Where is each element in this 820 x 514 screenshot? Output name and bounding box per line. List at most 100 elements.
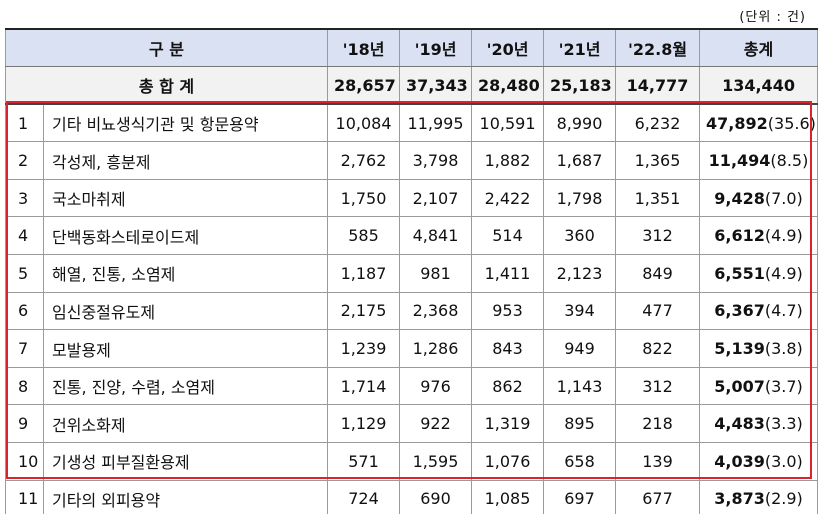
total-value-2019: 37,343 (399, 66, 473, 106)
row-value: 2,368 (399, 291, 473, 331)
row-value: 862 (471, 366, 545, 406)
row-total-cell: 5,139(3.8) (699, 329, 819, 368)
row-value: 1,798 (543, 178, 617, 218)
row-total-sum: 5,007 (714, 376, 765, 396)
header-category: 구 분 (4, 28, 329, 68)
row-value: 949 (543, 329, 617, 368)
row-total-share: (3.0) (764, 451, 803, 471)
row-value: 4,841 (399, 216, 473, 256)
row-total-sum: 9,428 (714, 188, 765, 208)
row-category-name: 모발용제 (42, 329, 329, 368)
row-total-sum: 6,367 (714, 301, 765, 321)
row-value: 849 (615, 254, 701, 293)
row-value: 1,365 (615, 141, 701, 180)
row-value: 1,239 (327, 329, 401, 368)
row-value: 1,411 (471, 254, 545, 293)
row-total-sum: 4,039 (714, 451, 765, 471)
row-value: 2,762 (327, 141, 401, 180)
row-value: 724 (327, 479, 401, 514)
table-row: 3 국소마취제 1,750 2,107 2,422 1,798 1,351 9,428(7.0… (5, 178, 819, 218)
row-value: 312 (615, 216, 701, 256)
row-total-share: (8.5) (770, 151, 809, 171)
total-label: 총 합 계 (4, 66, 329, 106)
row-value: 1,319 (471, 404, 545, 444)
table-row: 9 건위소화제 1,129 922 1,319 895 218 4,483(3.3) (5, 404, 819, 444)
row-value: 3,798 (399, 141, 473, 180)
row-total-cell: 3,873(2.9) (699, 479, 819, 514)
row-value: 2,175 (327, 291, 401, 331)
row-value: 953 (471, 291, 545, 331)
row-total-share: (3.7) (764, 376, 803, 396)
table-row: 2 각성제, 흥분제 2,762 3,798 1,882 1,687 1,365 11,494… (5, 141, 819, 180)
table-row: 1 기타 비뇨생식기관 및 항문용약 10,084 11,995 10,591 8,990… (5, 103, 819, 143)
row-value: 585 (327, 216, 401, 256)
table-row: 5 해열, 진통, 소염제 1,187 981 1,411 2,123 849 6,551(4… (5, 254, 819, 293)
row-value: 394 (543, 291, 617, 331)
header-year-2021: '21년 (543, 28, 617, 68)
row-value: 11,995 (399, 103, 473, 143)
row-value: 6,232 (615, 103, 701, 143)
row-total-cell: 9,428(7.0) (699, 178, 819, 218)
row-value: 1,687 (543, 141, 617, 180)
row-value: 1,882 (471, 141, 545, 180)
row-value: 1,351 (615, 178, 701, 218)
row-rank: 6 (5, 291, 44, 331)
row-total-cell: 47,892(35.6) (699, 103, 819, 143)
row-total-sum: 3,873 (714, 489, 765, 509)
row-category-name: 기타 비뇨생식기관 및 항문용약 (42, 103, 329, 143)
row-category-name: 국소마취제 (42, 178, 329, 218)
total-sum: 134,440 (699, 66, 819, 106)
row-total-share: (3.8) (764, 339, 803, 359)
row-value: 2,123 (543, 254, 617, 293)
row-total-sum: 6,612 (714, 226, 765, 246)
row-total-share: (3.3) (764, 414, 803, 434)
row-value: 976 (399, 366, 473, 406)
row-value: 1,076 (471, 442, 545, 481)
total-row: 총 합 계 28,657 37,343 28,480 25,183 14,777… (4, 66, 819, 106)
row-value: 1,143 (543, 366, 617, 406)
header-year-2019: '19년 (399, 28, 473, 68)
header-year-2018: '18년 (327, 28, 401, 68)
row-total-cell: 6,367(4.7) (699, 291, 819, 331)
row-total-sum: 11,494 (708, 151, 771, 171)
row-value: 677 (615, 479, 701, 514)
row-value: 8,990 (543, 103, 617, 143)
row-total-share: (2.9) (764, 489, 803, 509)
total-value-2021: 25,183 (543, 66, 617, 106)
table-row: 8 진통, 진양, 수렴, 소염제 1,714 976 862 1,143 312 5,007… (5, 366, 819, 406)
row-rank: 9 (5, 404, 44, 444)
row-total-cell: 11,494(8.5) (699, 141, 819, 180)
row-value: 1,595 (399, 442, 473, 481)
row-value: 690 (399, 479, 473, 514)
row-category-name: 기타의 외피용약 (42, 479, 329, 514)
row-rank: 11 (5, 479, 44, 514)
row-value: 2,422 (471, 178, 545, 218)
row-category-name: 건위소화제 (42, 404, 329, 444)
row-value: 514 (471, 216, 545, 256)
row-value: 139 (615, 442, 701, 481)
row-value: 1,187 (327, 254, 401, 293)
row-rank: 8 (5, 366, 44, 406)
row-rank: 7 (5, 329, 44, 368)
row-value: 1,286 (399, 329, 473, 368)
row-value: 697 (543, 479, 617, 514)
row-value: 822 (615, 329, 701, 368)
row-category-name: 단백동화스테로이드제 (42, 216, 329, 256)
row-value: 10,084 (327, 103, 401, 143)
row-value: 843 (471, 329, 545, 368)
row-total-share: (4.9) (764, 263, 803, 283)
row-total-cell: 6,551(4.9) (699, 254, 819, 293)
row-category-name: 기생성 피부질환용제 (42, 442, 329, 481)
row-value: 895 (543, 404, 617, 444)
row-total-cell: 4,039(3.0) (699, 442, 819, 481)
header-year-2022-aug: '22.8월 (615, 28, 701, 68)
drug-category-table: 구 분 '18년 '19년 '20년 '21년 '22.8월 총계 총 합 계 … (4, 28, 819, 514)
row-total-share: (7.0) (764, 188, 803, 208)
row-category-name: 해열, 진통, 소염제 (42, 254, 329, 293)
table-row: 4 단백동화스테로이드제 585 4,841 514 360 312 6,612(4.9) (5, 216, 819, 256)
row-value: 312 (615, 366, 701, 406)
unit-note: (단위 : 건) (739, 10, 806, 25)
row-value: 1,750 (327, 178, 401, 218)
row-rank: 4 (5, 216, 44, 256)
row-value: 658 (543, 442, 617, 481)
